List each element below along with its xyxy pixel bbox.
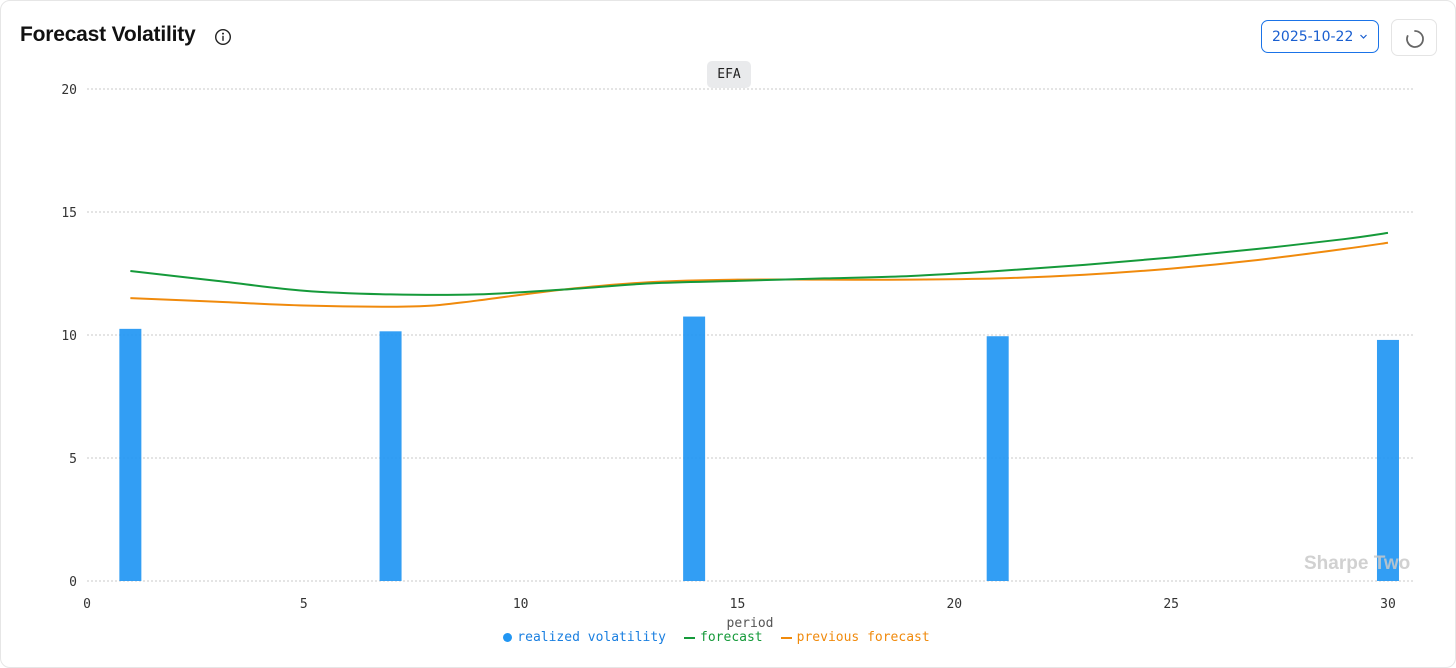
info-icon[interactable]: [214, 28, 232, 46]
legend-item-realized[interactable]: realized volatility: [503, 630, 666, 645]
bar-realized-volatility: [119, 328, 142, 581]
x-tick-label: 0: [83, 597, 91, 612]
legend-item-previous-forecast[interactable]: previous forecast: [780, 630, 930, 645]
y-tick-label: 5: [69, 452, 77, 467]
watermark: Sharpe Two: [1304, 553, 1411, 574]
page-title: Forecast Volatility: [20, 23, 196, 46]
refresh-spinner-icon: [1406, 30, 1424, 48]
legend-label-previous-forecast: previous forecast: [796, 630, 930, 645]
x-tick-label: 20: [946, 597, 962, 612]
x-tick-label: 10: [513, 597, 529, 612]
legend-marker-previous-forecast: [780, 636, 792, 639]
x-tick-label: 15: [730, 597, 746, 612]
bar-realized-volatility: [379, 331, 402, 581]
legend-marker-forecast: [684, 636, 696, 639]
ticker-badge: EFA: [707, 61, 751, 88]
legend-item-forecast[interactable]: forecast: [684, 630, 763, 645]
line-forecast: [130, 231, 1389, 296]
y-tick-label: 20: [61, 83, 77, 98]
line-previous-forecast: [130, 241, 1389, 308]
date-select[interactable]: 2025-10-22: [1261, 20, 1379, 53]
chart-legend: realized volatility forecast previous fo…: [0, 630, 1433, 645]
bar-realized-volatility: [986, 336, 1009, 581]
y-tick-label: 0: [69, 575, 77, 590]
x-tick-label: 25: [1163, 597, 1179, 612]
chevron-down-icon: [1360, 34, 1367, 39]
refresh-button[interactable]: [1391, 19, 1437, 56]
x-tick-label: 30: [1380, 597, 1396, 612]
legend-label-forecast: forecast: [700, 630, 763, 645]
y-tick-label: 15: [61, 206, 77, 221]
bar-realized-volatility: [683, 316, 706, 581]
date-select-value: 2025-10-22: [1272, 28, 1354, 45]
x-tick-label: 5: [300, 597, 308, 612]
legend-marker-realized: [503, 633, 513, 642]
legend-label-realized: realized volatility: [517, 630, 667, 645]
x-axis-label: period: [727, 616, 774, 631]
y-tick-label: 10: [61, 329, 77, 344]
bar-realized-volatility: [1376, 339, 1399, 581]
